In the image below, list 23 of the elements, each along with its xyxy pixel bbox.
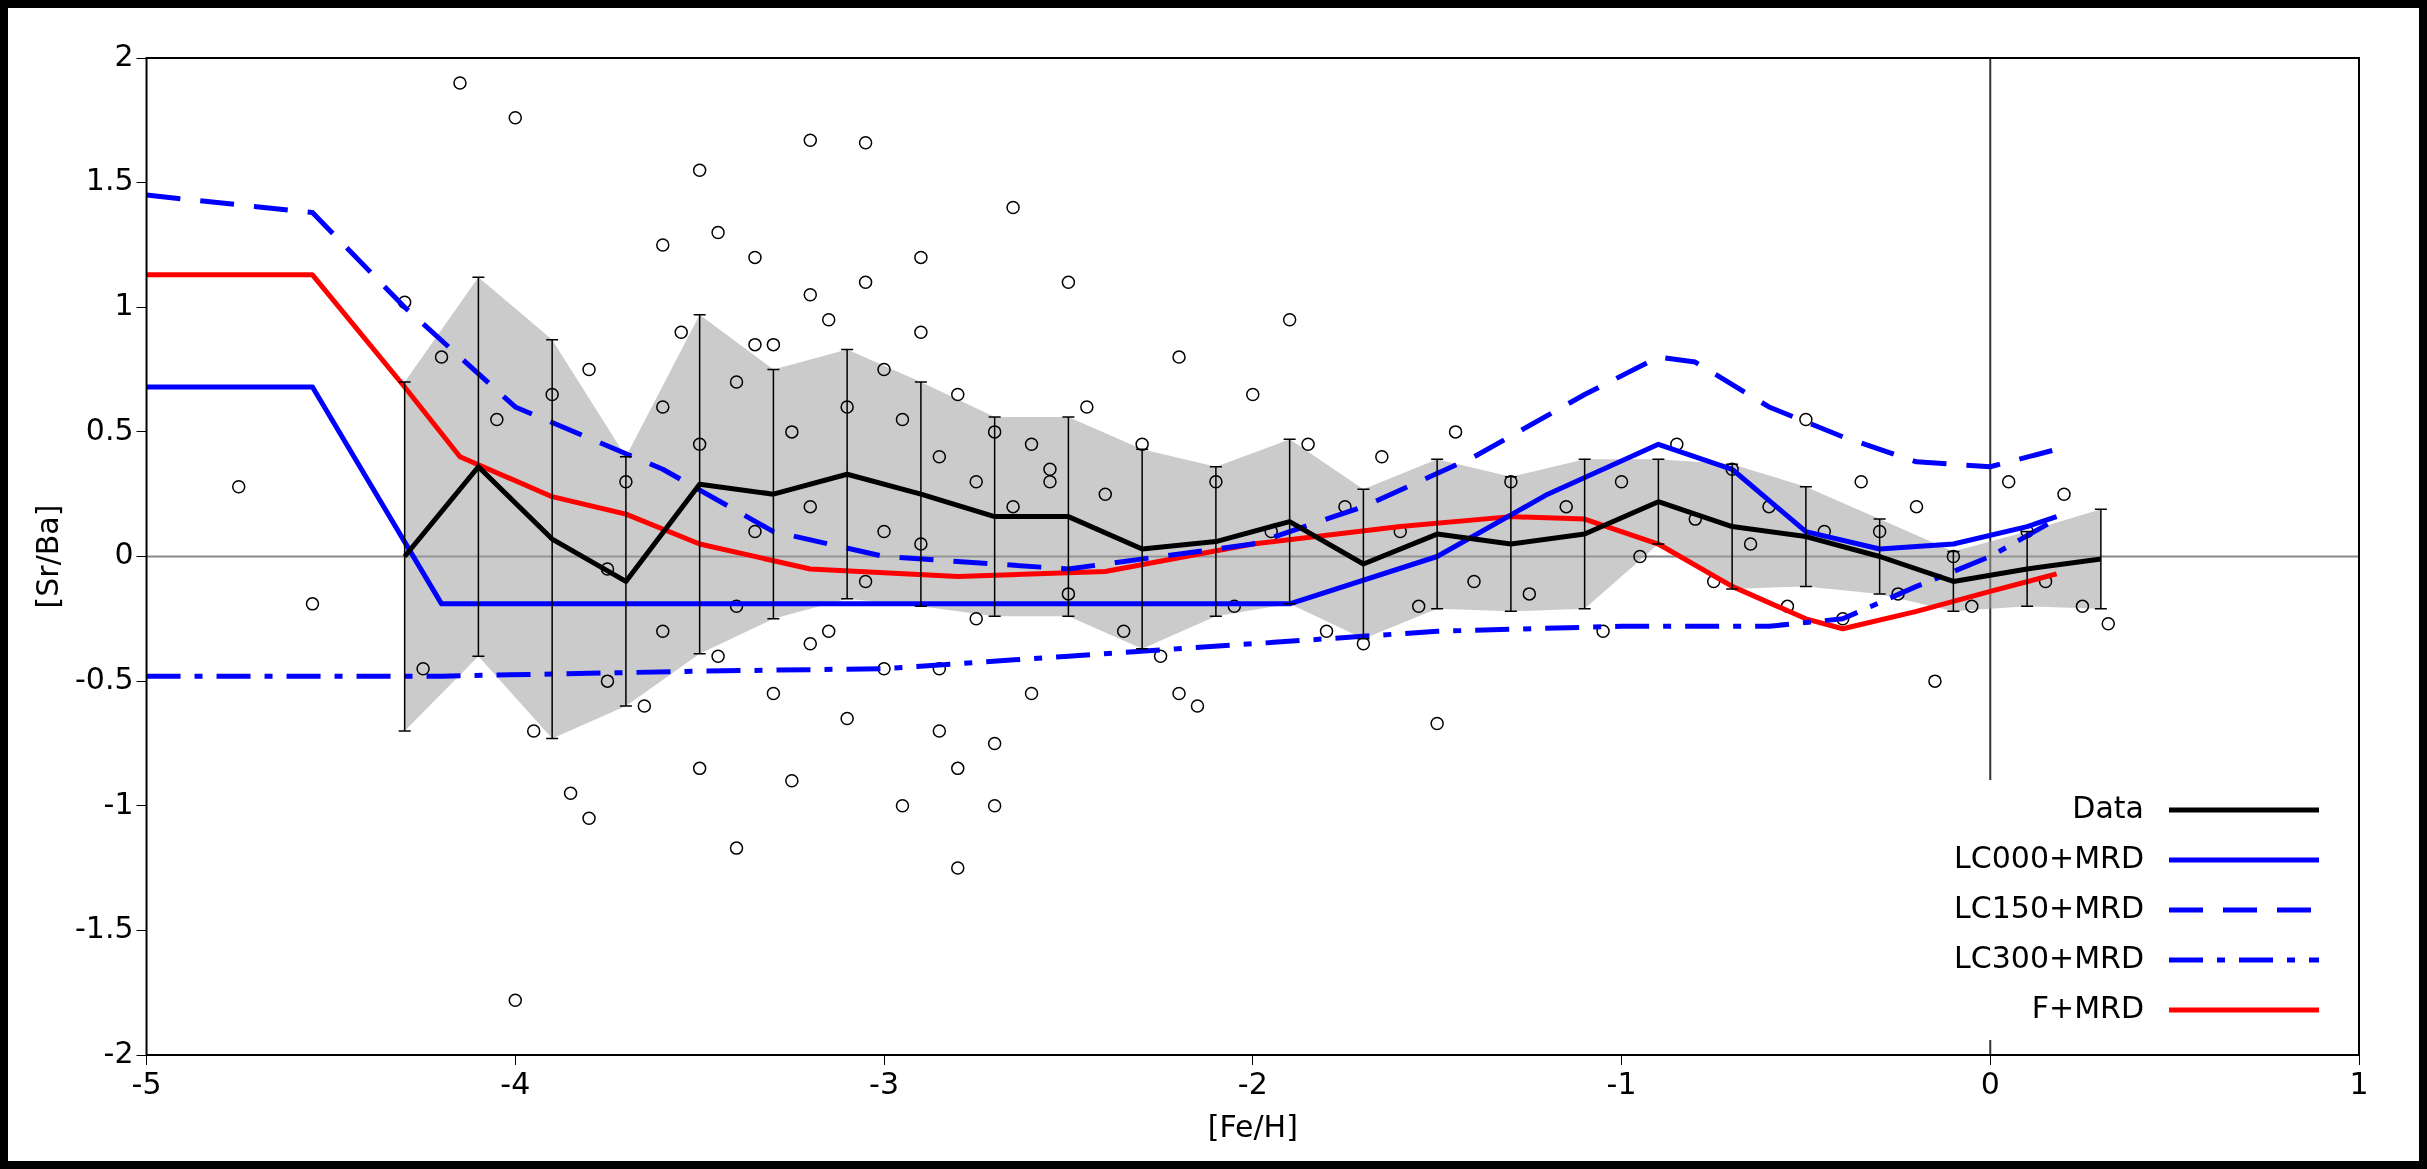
y-tick-label: 1.5 (85, 162, 134, 198)
y-tick-label: 2 (114, 37, 134, 73)
legend-label: F+MRD (2031, 989, 2144, 1025)
y-tick-label: 0 (114, 536, 134, 572)
y-tick-label: -2 (103, 1034, 134, 1070)
x-tick-label: 0 (1980, 1065, 2000, 1101)
x-tick-label: -4 (500, 1065, 531, 1101)
x-tick-label: -2 (1237, 1065, 1268, 1101)
x-axis-title: [Fe/H] (1207, 1108, 1298, 1144)
y-tick-label: 1 (114, 287, 134, 323)
y-tick-label: -0.5 (74, 660, 134, 696)
y-tick-label: -1 (103, 785, 134, 821)
legend-label: LC300+MRD (1954, 939, 2144, 975)
legend-label: LC000+MRD (1954, 839, 2144, 875)
x-tick-label: -3 (869, 1065, 899, 1101)
x-tick-label: 1 (2349, 1065, 2369, 1101)
y-tick-label: -1.5 (74, 910, 134, 946)
legend-label: LC150+MRD (1954, 889, 2144, 925)
legend-label: Data (2072, 789, 2144, 825)
y-tick-label: 0.5 (85, 411, 134, 447)
x-tick-label: -5 (131, 1065, 162, 1101)
x-tick-label: -1 (1606, 1065, 1637, 1101)
y-axis-title: [Sr/Ba] (29, 504, 65, 609)
